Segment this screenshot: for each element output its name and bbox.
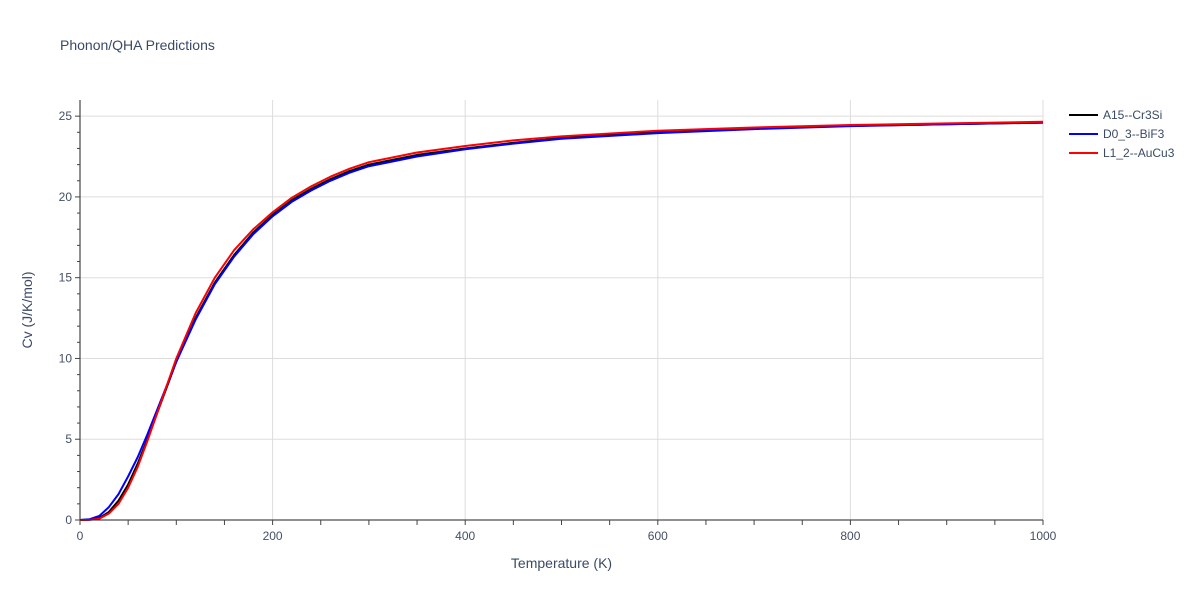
grid-lines xyxy=(80,100,1044,520)
series-line xyxy=(79,120,1044,521)
legend-label: D0_3--BiF3 xyxy=(1103,127,1165,141)
legend-label: L1_2--AuCu3 xyxy=(1103,146,1175,160)
series-line xyxy=(79,121,1044,521)
x-tick-label: 200 xyxy=(263,529,283,543)
y-tick-label: 10 xyxy=(59,351,73,365)
legend-item[interactable]: L1_2--AuCu3 xyxy=(1069,146,1175,160)
axes: 0 200 400 600 800 1000 0 5 10 15 20 25 xyxy=(59,100,1057,543)
legend-label: A15--Cr3Si xyxy=(1103,108,1162,122)
y-tick-label: 5 xyxy=(65,432,72,446)
legend-item[interactable]: D0_3--BiF3 xyxy=(1069,127,1165,141)
y-tick-label: 0 xyxy=(65,513,72,527)
y-tick-label: 25 xyxy=(59,109,73,123)
series-line xyxy=(79,121,1044,521)
y-axis-title: Cv (J/K/mol) xyxy=(19,272,35,349)
legend[interactable]: A15--Cr3Si D0_3--BiF3 L1_2--AuCu3 xyxy=(1069,108,1175,160)
x-tick-label: 0 xyxy=(77,529,84,543)
y-tick-label: 20 xyxy=(59,190,73,204)
x-tick-label: 400 xyxy=(455,529,475,543)
x-axis-title: Temperature (K) xyxy=(511,555,612,571)
plot-area xyxy=(79,120,1044,521)
y-tick-label: 15 xyxy=(59,271,73,285)
x-tick-label: 800 xyxy=(840,529,860,543)
legend-item[interactable]: A15--Cr3Si xyxy=(1069,108,1162,122)
x-tick-label: 600 xyxy=(648,529,668,543)
chart-title: Phonon/QHA Predictions xyxy=(60,37,215,53)
x-tick-label: 1000 xyxy=(1030,529,1057,543)
